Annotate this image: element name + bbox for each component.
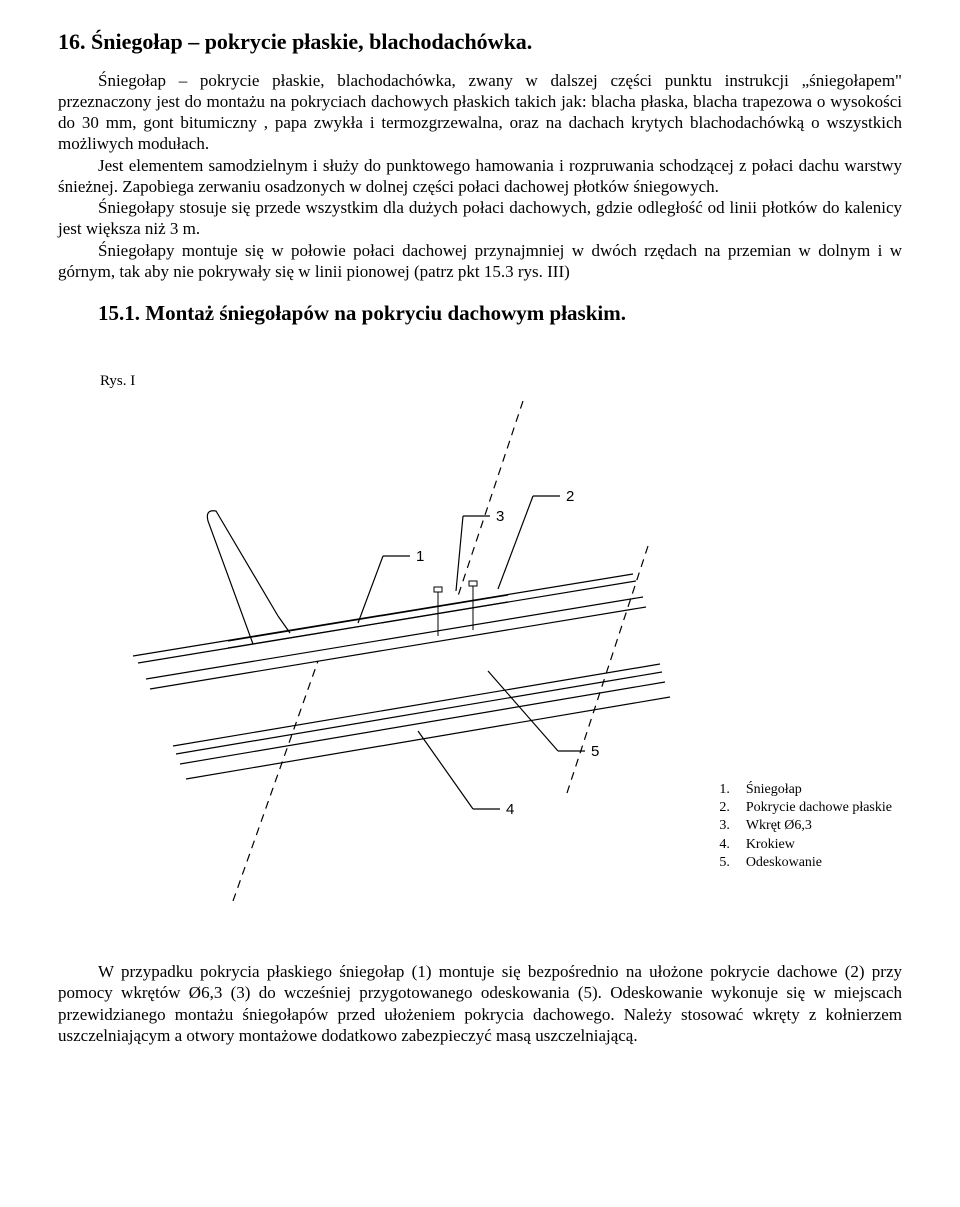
legend-text: Krokiew [746, 836, 795, 854]
paragraph-2: Jest elementem samodzielnym i służy do p… [58, 155, 902, 198]
figure-label: Rys. I [100, 372, 902, 391]
callout-3: 3 [496, 508, 504, 525]
callout-2: 2 [566, 488, 574, 505]
technical-diagram: 2 3 1 5 4 [58, 401, 698, 901]
legend-num: 3. [716, 817, 730, 835]
legend-item: 1. Śniegołap [716, 781, 892, 799]
legend-num: 1. [716, 781, 730, 799]
legend-text: Śniegołap [746, 781, 802, 799]
legend-item: 2. Pokrycie dachowe płaskie [716, 799, 892, 817]
legend-item: 4. Krokiew [716, 836, 892, 854]
body-text: Śniegołap – pokrycie płaskie, blachodach… [58, 70, 902, 283]
legend-text: Wkręt Ø6,3 [746, 817, 812, 835]
paragraph-4: Śniegołapy montuje się w połowie połaci … [58, 240, 902, 283]
callout-4: 4 [506, 801, 514, 818]
callout-5: 5 [591, 743, 599, 760]
legend-item: 5. Odeskowanie [716, 854, 892, 872]
paragraph-3: Śniegołapy stosuje się przede wszystkim … [58, 197, 902, 240]
callout-1: 1 [416, 548, 424, 565]
subsection-heading: 15.1. Montaż śniegołapów na pokryciu dac… [58, 300, 902, 326]
legend-item: 3. Wkręt Ø6,3 [716, 817, 892, 835]
diagram-legend: 1. Śniegołap 2. Pokrycie dachowe płaskie… [716, 781, 892, 872]
legend-text: Pokrycie dachowe płaskie [746, 799, 892, 817]
legend-num: 5. [716, 854, 730, 872]
legend-num: 2. [716, 799, 730, 817]
footer-paragraph: W przypadku pokrycia płaskiego śniegołap… [58, 961, 902, 1046]
legend-num: 4. [716, 836, 730, 854]
diagram-container: 2 3 1 5 4 1. Śniegołap 2. Pokrycie dacho… [58, 401, 902, 901]
paragraph-1: Śniegołap – pokrycie płaskie, blachodach… [58, 70, 902, 155]
section-heading: 16. Śniegołap – pokrycie płaskie, blacho… [58, 28, 902, 56]
legend-text: Odeskowanie [746, 854, 822, 872]
